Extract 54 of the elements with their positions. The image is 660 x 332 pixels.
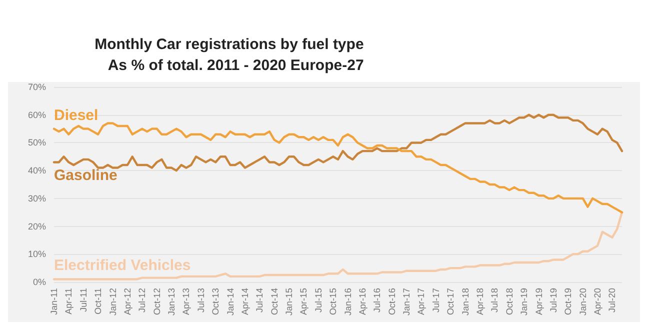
series-label: Electrified Vehicles (54, 257, 191, 274)
line-series (52, 122, 624, 214)
x-tick-label: Jan-17 (402, 288, 412, 316)
x-tick-label: Jan-18 (460, 288, 470, 316)
x-tick-label: Jan-11 (49, 288, 59, 315)
x-tick-label: Apr-11 (64, 288, 74, 314)
y-tick-label: 70% (28, 82, 46, 92)
line-series (52, 211, 624, 280)
x-tick-label: Oct-19 (563, 288, 574, 316)
x-tick-label: Jan-15 (284, 288, 294, 316)
x-tick-label: Jan-19 (519, 288, 530, 316)
y-tick-label: 30% (28, 193, 46, 204)
x-tick-label: Oct-14 (269, 288, 280, 316)
x-tick-label: Oct-12 (152, 288, 162, 316)
y-tick-label: 50% (28, 138, 46, 148)
x-tick-label: Apr-19 (534, 288, 544, 316)
x-tick-label: Jul-15 (313, 288, 324, 313)
x-tick-label: Apr-15 (298, 288, 309, 316)
y-tick-label: 60% (28, 110, 46, 120)
x-tick-label: Oct-18 (504, 288, 514, 316)
x-tick-label: Oct-17 (446, 288, 456, 316)
x-tick-label: Apr-14 (240, 288, 250, 316)
chart-subtitle: As % of total. 2011 - 2020 Europe-27 (108, 57, 364, 74)
x-tick-label: Oct-11 (93, 288, 104, 314)
y-tick-label: 0% (32, 277, 46, 287)
y-tick-label: 40% (28, 166, 46, 176)
chart-title: Monthly Car registrations by fuel type (94, 36, 364, 53)
x-tick-label: Apr-16 (357, 288, 368, 316)
x-tick-label: Jan-16 (342, 288, 353, 316)
x-tick-label: Jul-11 (78, 288, 88, 312)
x-tick-label: Oct-15 (328, 288, 338, 316)
x-tick-label: Jan-14 (225, 288, 236, 316)
x-tick-label: Apr-18 (475, 288, 485, 316)
x-tick-label: Jan-13 (166, 288, 177, 316)
x-tick-label: Apr-13 (181, 288, 192, 316)
x-tick-label: Jul-14 (254, 288, 265, 313)
x-tick-label: Apr-12 (122, 288, 132, 316)
x-tick-label: Jul-18 (490, 288, 500, 313)
x-tick-label: Jul-13 (196, 288, 206, 313)
x-tick-label: Jul-12 (137, 288, 148, 313)
x-tick-label: Jul-16 (372, 288, 382, 313)
x-tick-label: Apr-20 (592, 288, 603, 316)
series-label: Diesel (54, 106, 98, 124)
x-tick-label: Jul-19 (548, 288, 558, 313)
x-tick-label: Oct-13 (210, 288, 221, 316)
x-tick-label: Jan-12 (108, 288, 118, 316)
x-tick-label: Oct-16 (386, 288, 397, 316)
x-tick-label: Jan-20 (578, 288, 588, 316)
y-tick-label: 20% (28, 221, 46, 232)
series-label: Gasoline (54, 167, 118, 184)
x-tick-label: Apr-17 (416, 288, 426, 316)
x-tick-label: Jul-17 (430, 288, 441, 313)
y-tick-label: 10% (28, 249, 46, 260)
x-tick-label: Jul-20 (607, 288, 618, 313)
